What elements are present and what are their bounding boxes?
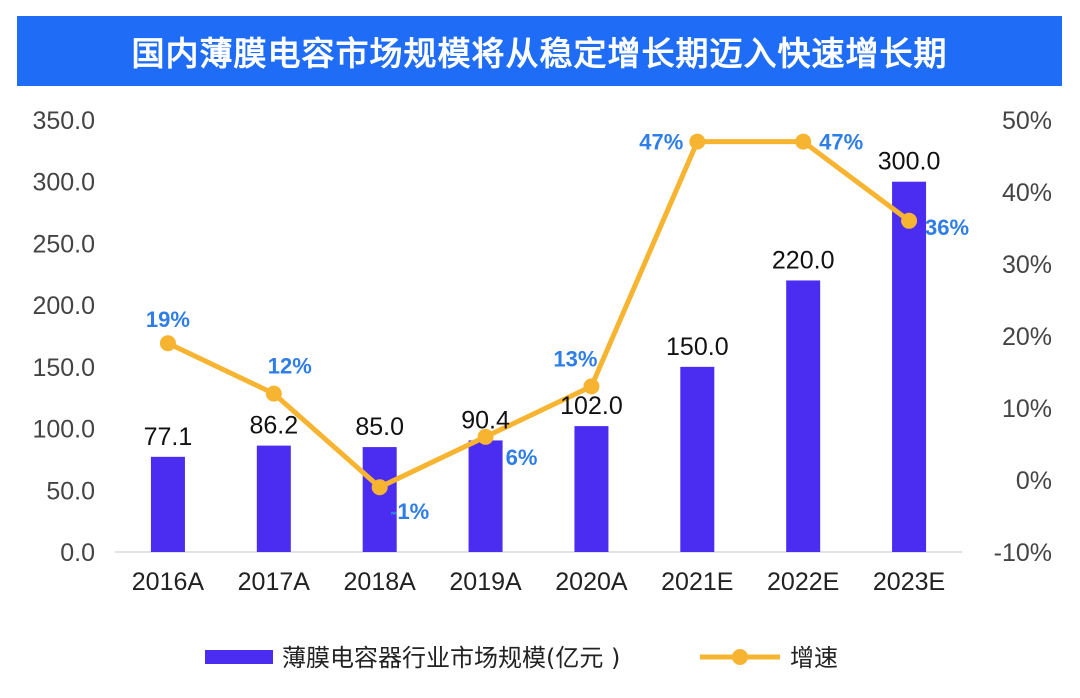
- bar-value-label: 220.0: [772, 246, 835, 274]
- growth-line: [166, 139, 911, 490]
- right-tick-label: 20%: [1002, 323, 1052, 351]
- bar: [256, 445, 291, 552]
- chart-title-bar: 国内薄膜电容市场规模将从稳定增长期迈入快速增长期: [17, 16, 1062, 86]
- growth-point: [901, 212, 918, 229]
- right-tick-label: 50%: [1002, 107, 1052, 135]
- x-tick-label: 2022E: [767, 568, 839, 596]
- bar: [680, 366, 715, 552]
- bar-value-label: 102.0: [560, 392, 623, 420]
- right-tick-label: 0%: [1016, 467, 1052, 495]
- x-tick-label: 2017A: [238, 568, 311, 596]
- bar: [892, 181, 927, 552]
- right-tick-label: 10%: [1002, 395, 1052, 423]
- bar: [468, 440, 503, 552]
- chart-title: 国内薄膜电容市场规模将从稳定增长期迈入快速增长期: [131, 34, 948, 73]
- bar: [150, 456, 185, 552]
- legend-line-marker: [732, 649, 748, 665]
- growth-label: 12%: [268, 354, 312, 379]
- left-tick-label: 250.0: [32, 230, 95, 258]
- legend-bar-label: 薄膜电容器行业市场规模(亿元 ): [282, 644, 620, 672]
- growth-point: [583, 378, 600, 395]
- left-tick-label: 0.0: [60, 539, 95, 567]
- bar: [362, 447, 397, 552]
- growth-point: [159, 335, 176, 352]
- left-tick-label: 50.0: [46, 477, 95, 505]
- left-tick-label: 100.0: [32, 416, 95, 444]
- right-tick-label: 30%: [1002, 251, 1052, 279]
- growth-label: -1%: [390, 499, 429, 524]
- x-tick-label: 2020A: [555, 568, 628, 596]
- growth-label: 19%: [146, 307, 190, 332]
- growth-point: [265, 385, 282, 402]
- growth-point: [371, 479, 388, 496]
- growth-label: 6%: [506, 445, 538, 470]
- x-tick-label: 2023E: [873, 568, 945, 596]
- x-tick-label: 2016A: [132, 568, 205, 596]
- growth-point: [795, 133, 812, 150]
- bar-value-label: 85.0: [355, 413, 404, 441]
- right-tick-label: 40%: [1002, 179, 1052, 207]
- bar: [574, 426, 609, 552]
- growth-point: [477, 428, 494, 445]
- left-tick-label: 150.0: [32, 354, 95, 382]
- bar-value-label: 150.0: [666, 333, 729, 361]
- growth-label: 36%: [925, 215, 969, 240]
- x-tick-label: 2018A: [344, 568, 417, 596]
- legend-line-label: 增速: [790, 644, 838, 672]
- legend-bar-swatch: [205, 650, 273, 664]
- left-tick-label: 350.0: [32, 107, 95, 135]
- bar-value-label: 90.4: [461, 406, 510, 434]
- growth-label: 13%: [553, 346, 597, 371]
- x-tick-label: 2019A: [449, 568, 522, 596]
- x-tick-label: 2021E: [661, 568, 733, 596]
- bar-value-label: 86.2: [249, 412, 298, 440]
- right-tick-label: -10%: [994, 539, 1052, 567]
- left-tick-label: 200.0: [32, 292, 95, 320]
- growth-label: 47%: [819, 130, 863, 155]
- growth-point: [689, 133, 706, 150]
- left-tick-label: 300.0: [32, 169, 95, 197]
- bar: [786, 280, 821, 552]
- growth-label: 47%: [639, 130, 683, 155]
- bar-value-label: 300.0: [878, 148, 941, 176]
- bar-value-label: 77.1: [144, 423, 193, 451]
